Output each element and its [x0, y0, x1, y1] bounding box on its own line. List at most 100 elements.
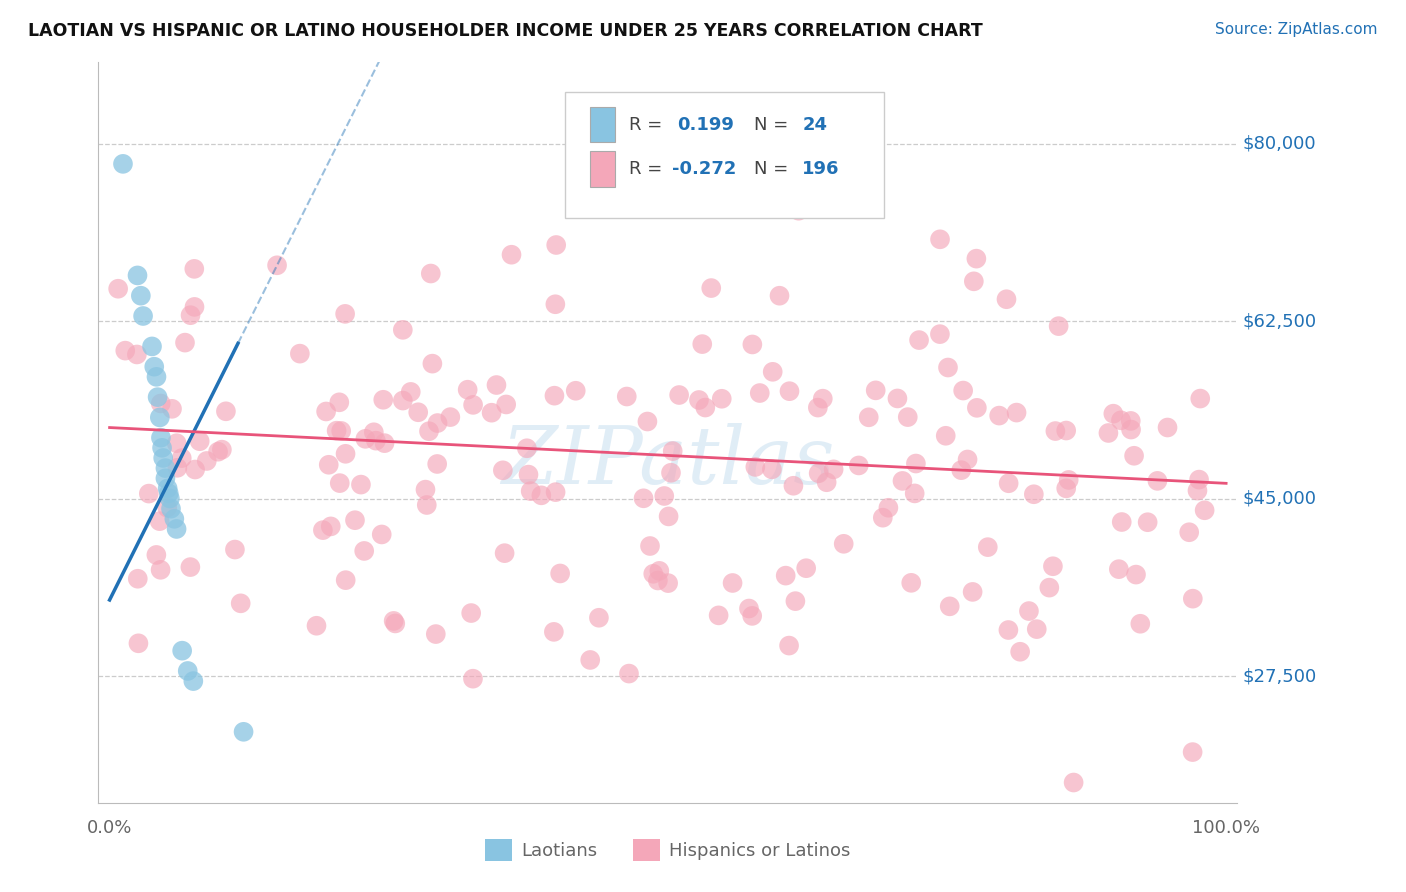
- Point: [163, 512, 186, 526]
- Point: [328, 395, 350, 409]
- Point: [787, 203, 810, 218]
- Point: [1189, 392, 1212, 406]
- Point: [1097, 425, 1119, 440]
- Point: [811, 392, 834, 406]
- Point: [350, 477, 373, 491]
- Point: [988, 409, 1011, 423]
- Point: [546, 238, 568, 252]
- Point: [149, 431, 172, 445]
- Point: [962, 585, 984, 599]
- Point: [425, 627, 447, 641]
- Point: [530, 488, 553, 502]
- Point: [150, 441, 173, 455]
- Point: [215, 404, 238, 418]
- Point: [748, 386, 770, 401]
- Point: [149, 396, 172, 410]
- Point: [638, 539, 661, 553]
- Point: [1119, 423, 1142, 437]
- Point: [155, 461, 177, 475]
- Point: [647, 574, 669, 588]
- Point: [330, 424, 353, 438]
- Point: [936, 360, 959, 375]
- Point: [1038, 581, 1060, 595]
- Point: [166, 436, 188, 450]
- Point: [768, 289, 790, 303]
- Point: [1005, 406, 1028, 420]
- Point: [391, 323, 413, 337]
- Point: [127, 636, 149, 650]
- Point: [807, 467, 830, 481]
- Point: [288, 346, 311, 360]
- Point: [636, 415, 658, 429]
- Point: [956, 452, 979, 467]
- Point: [700, 281, 723, 295]
- Point: [132, 309, 155, 323]
- Point: [501, 248, 523, 262]
- Point: [1045, 424, 1067, 438]
- Point: [904, 486, 927, 500]
- Bar: [591, 152, 616, 186]
- Point: [325, 424, 347, 438]
- Point: [419, 267, 441, 281]
- Point: [384, 616, 406, 631]
- Point: [1022, 487, 1045, 501]
- Point: [778, 639, 800, 653]
- Point: [648, 564, 671, 578]
- Point: [343, 513, 366, 527]
- Point: [127, 268, 149, 283]
- Point: [195, 454, 218, 468]
- FancyBboxPatch shape: [565, 92, 884, 218]
- Point: [1123, 449, 1146, 463]
- Point: [183, 674, 205, 689]
- Text: R =: R =: [628, 160, 668, 178]
- Point: [1047, 319, 1070, 334]
- Point: [494, 546, 516, 560]
- Point: [143, 359, 166, 374]
- Point: [152, 450, 174, 465]
- Point: [495, 397, 517, 411]
- Point: [877, 500, 900, 515]
- Point: [166, 522, 188, 536]
- Point: [695, 401, 717, 415]
- Point: [373, 436, 395, 450]
- Point: [305, 619, 328, 633]
- Point: [908, 333, 931, 347]
- Point: [1063, 775, 1085, 789]
- Point: [318, 458, 340, 472]
- Point: [149, 514, 172, 528]
- Point: [179, 560, 201, 574]
- Point: [183, 261, 205, 276]
- Point: [1057, 473, 1080, 487]
- Point: [935, 429, 957, 443]
- Point: [519, 484, 541, 499]
- Point: [406, 405, 429, 419]
- Point: [416, 498, 439, 512]
- Point: [977, 540, 1000, 554]
- Point: [823, 462, 845, 476]
- Point: [807, 401, 830, 415]
- Point: [741, 337, 763, 351]
- Point: [224, 542, 246, 557]
- Point: [312, 523, 335, 537]
- Point: [166, 460, 188, 475]
- Point: [1136, 515, 1159, 529]
- Point: [481, 406, 503, 420]
- Point: [335, 573, 357, 587]
- Point: [1054, 481, 1077, 495]
- Point: [690, 337, 713, 351]
- Point: [938, 599, 960, 614]
- Point: [439, 410, 461, 425]
- Point: [762, 365, 785, 379]
- Point: [548, 566, 571, 581]
- Point: [183, 300, 205, 314]
- Point: [141, 339, 163, 353]
- Point: [174, 335, 197, 350]
- Point: [111, 157, 134, 171]
- Point: [426, 457, 449, 471]
- Point: [1178, 525, 1201, 540]
- Point: [741, 608, 763, 623]
- Point: [1042, 559, 1064, 574]
- Point: [457, 383, 479, 397]
- Point: [485, 378, 508, 392]
- Point: [207, 444, 229, 458]
